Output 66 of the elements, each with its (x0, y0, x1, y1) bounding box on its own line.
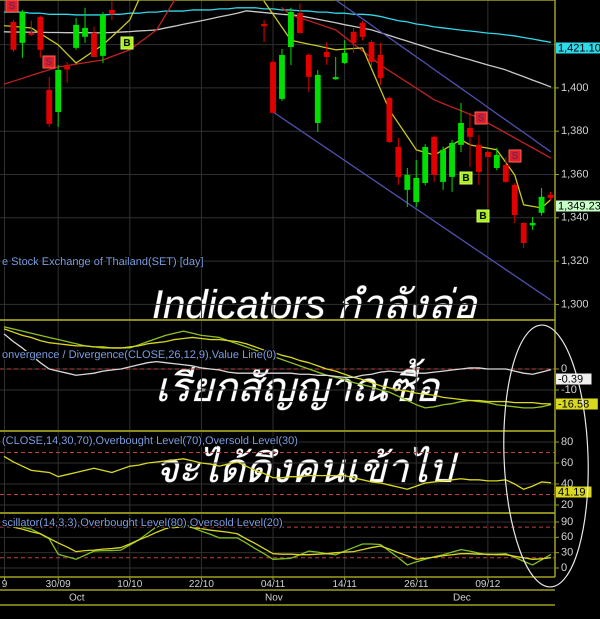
candlestick (324, 42, 330, 66)
y-tick-label: 1,380 (561, 125, 589, 138)
candlestick (494, 147, 500, 171)
candlestick (64, 61, 70, 84)
x-tick-label: 04/11 (260, 579, 286, 590)
y-tick-label: -10 (561, 384, 577, 396)
annotation: S (8, 1, 16, 12)
candlestick (296, 2, 303, 34)
candlestick (261, 19, 267, 43)
x-tick-label: 14/11 (332, 579, 358, 590)
annotation: B (462, 173, 470, 184)
x-tick-label: 22/10 (188, 579, 214, 590)
text: Oct (69, 592, 85, 604)
line-series (335, 0, 552, 152)
y-tick-label: 1,400 (561, 82, 589, 94)
text: -0.39 (558, 373, 584, 386)
y-tick-label: 1,320 (561, 255, 589, 268)
candlestick (520, 222, 527, 249)
y-tick-label: 90 (561, 516, 574, 528)
y-tick-label: 0 (561, 562, 568, 574)
annotation: B (123, 38, 131, 50)
x-tick-label: 09/12 (475, 579, 501, 590)
annotation: S (512, 151, 519, 162)
y-tick-label: 1,300 (561, 298, 589, 310)
y-tick-label: 60 (561, 456, 574, 469)
candlestick (484, 150, 491, 208)
x-tick-label: 30/09 (46, 579, 72, 590)
annotation: Indicators กำลังล่อ (152, 283, 479, 327)
y-tick-label: 20 (561, 498, 574, 511)
line-series (4, 10, 552, 88)
annotation: S (46, 57, 53, 68)
candlestick (538, 187, 544, 216)
candlestick (82, 7, 88, 44)
text: 1,421.10 (558, 42, 600, 54)
candlestick (467, 112, 473, 168)
annotation: B (479, 211, 487, 222)
x-tick-label: 26/11 (404, 579, 429, 590)
text: Nov (265, 592, 283, 604)
candlestick (28, 20, 34, 36)
text: 1,349.23 (558, 200, 600, 212)
candlestick (108, 0, 115, 20)
candlestick (378, 42, 384, 86)
y-tick-label: 1,340 (561, 212, 589, 224)
x-tick-label: 10/10 (117, 579, 143, 590)
candlestick (360, 20, 366, 41)
y-tick-label: 80 (561, 436, 574, 448)
x-tick-label: 9 (2, 579, 8, 590)
text: Dec (453, 592, 471, 604)
text: 41.19 (558, 486, 586, 498)
text: e Stock Exchange of Thailand(SET) [day] (2, 256, 204, 268)
y-tick-label: 1,360 (561, 168, 589, 180)
candlestick (342, 40, 348, 65)
chart-title: scillator(14,3,3),Overbought Level(80),Oversold Level(20) (2, 516, 283, 529)
candlestick (73, 17, 79, 50)
candlestick (458, 102, 464, 152)
y-tick-label: 30 (561, 546, 574, 559)
y-tick-label: 0 (561, 362, 568, 375)
candlestick (404, 168, 410, 208)
candlestick (530, 216, 536, 230)
y-tick-label: 60 (561, 531, 574, 544)
candlestick (306, 52, 312, 92)
candlestick (502, 156, 509, 184)
chart-title: (CLOSE,14,30,70),Overbought Level(70),Oversold Level(30) (2, 434, 298, 447)
annotation: S (478, 113, 485, 124)
candlestick (350, 27, 356, 54)
candlestick (368, 40, 374, 68)
